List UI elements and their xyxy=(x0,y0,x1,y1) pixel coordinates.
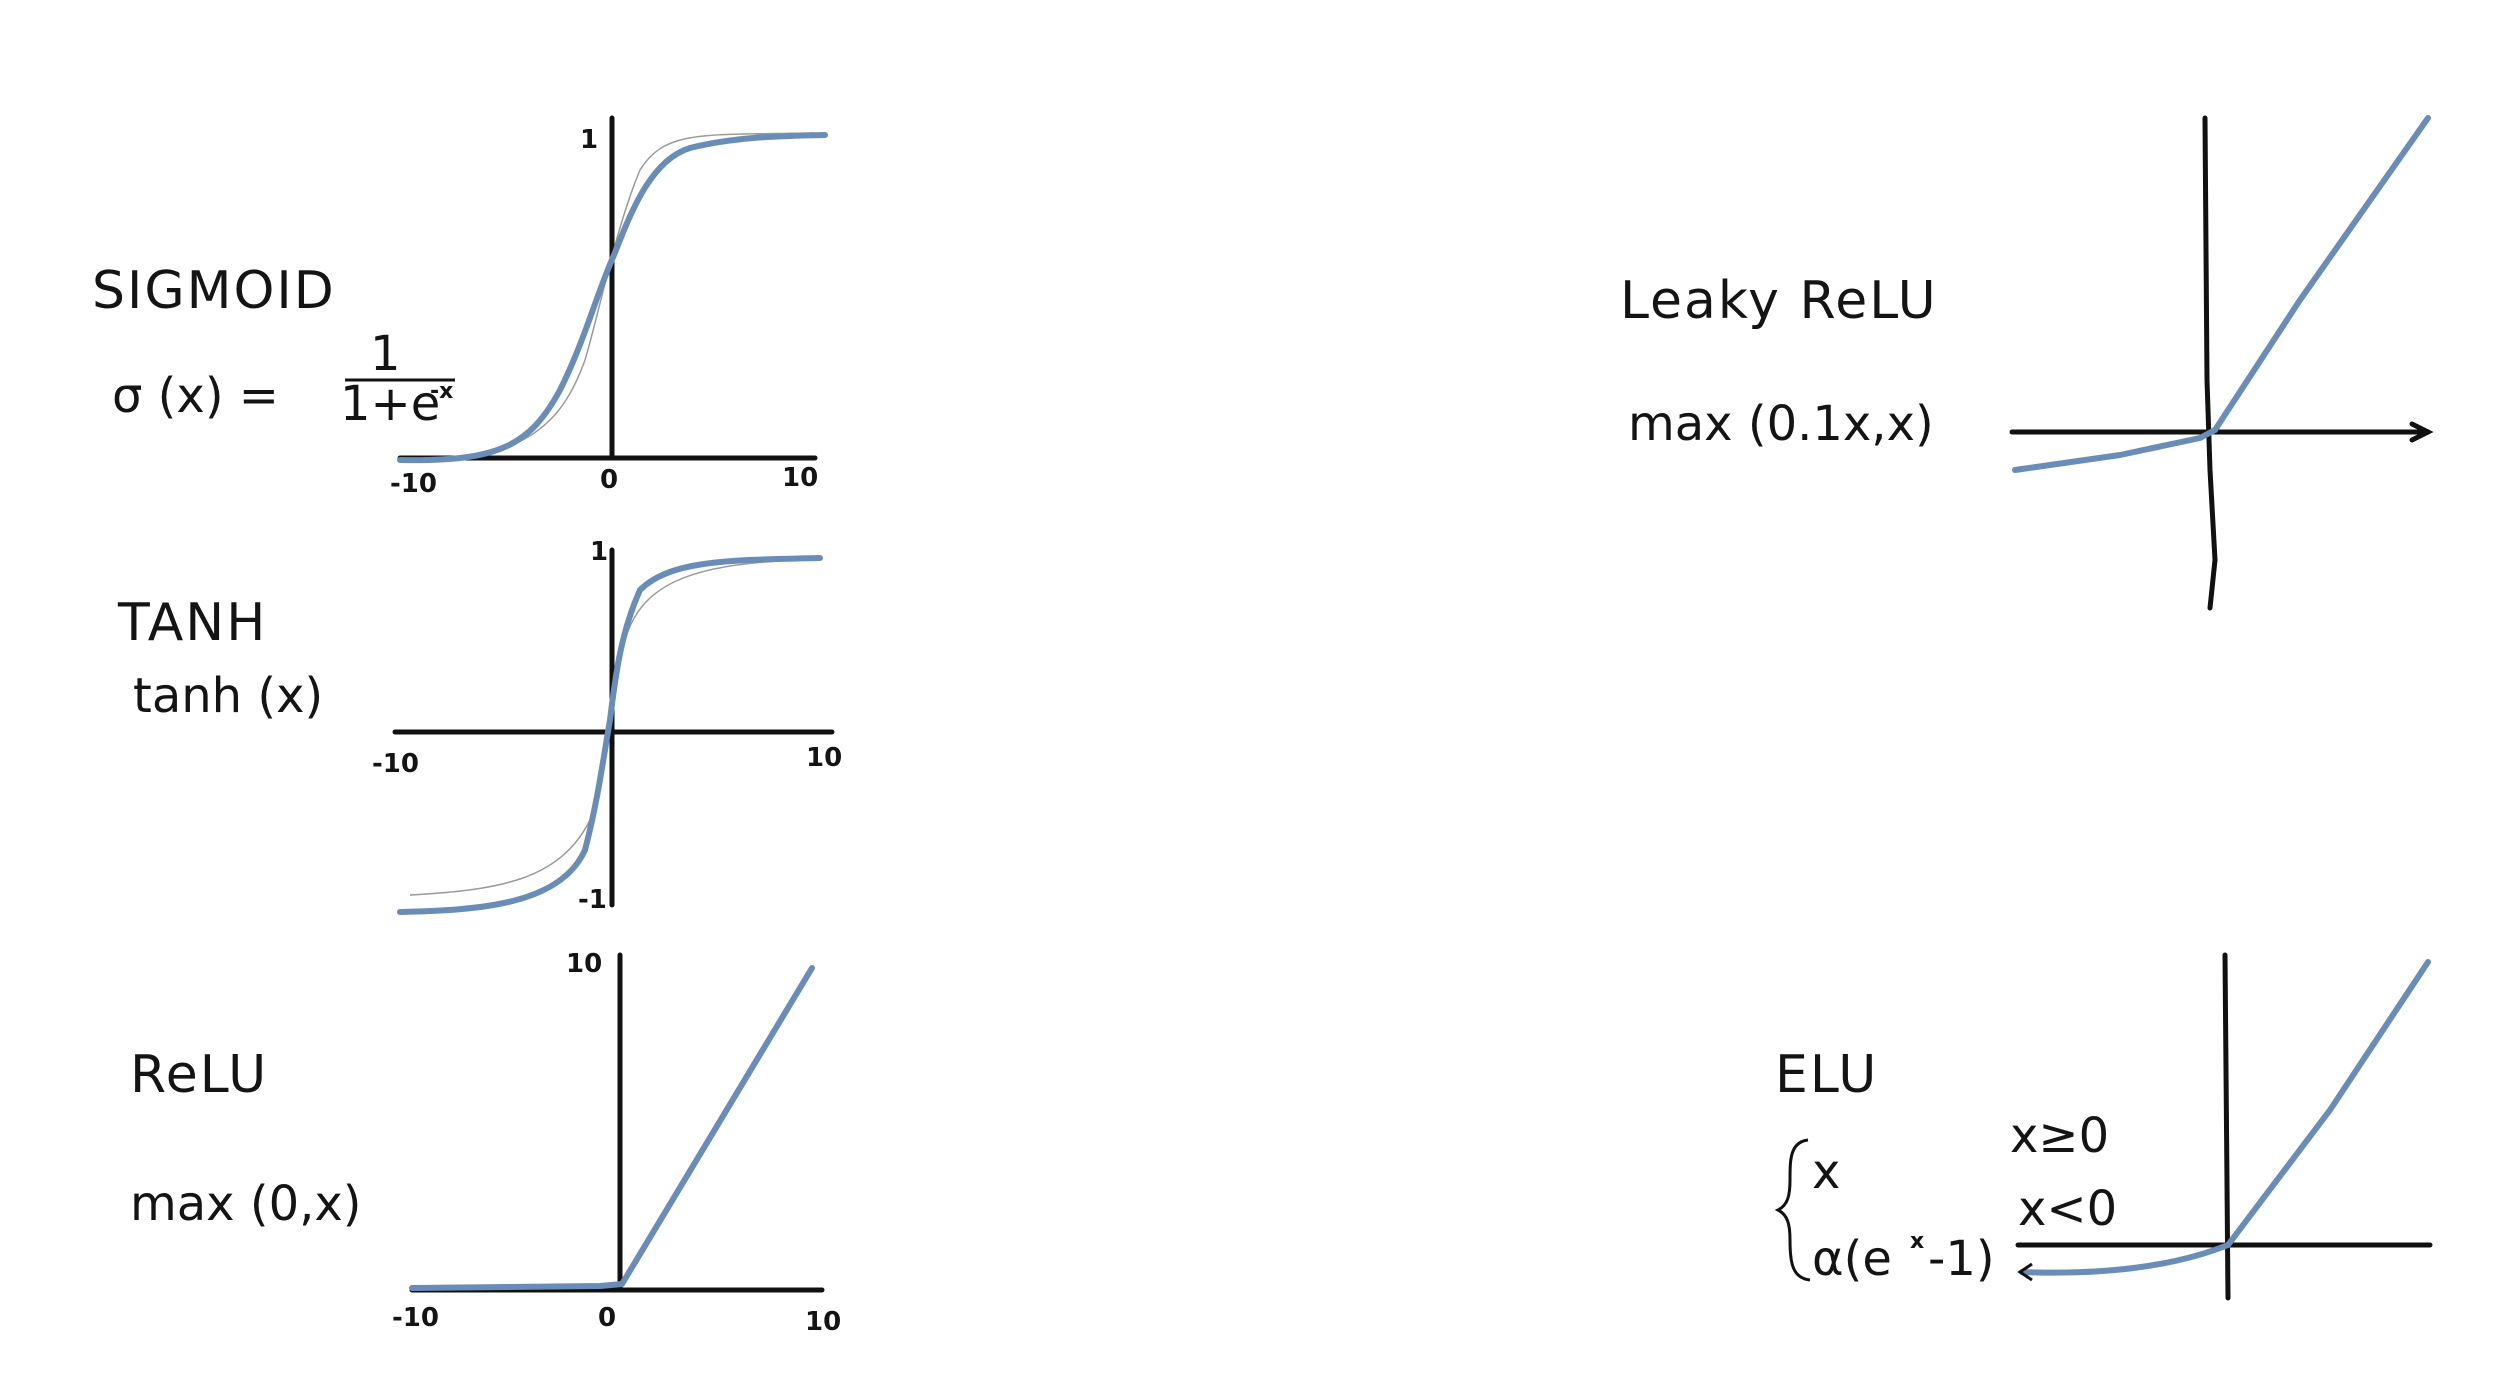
sigmoid-fraction-numerator: 1 xyxy=(370,326,401,382)
elu-panel: ELU x x≥0 α(e x -1) x<0 xyxy=(1774,952,2433,1301)
leaky-relu-formula: max (0.1x,x) xyxy=(1628,396,1934,452)
relu-x-tick-max: 10 xyxy=(805,1307,841,1337)
elu-negative-arrow xyxy=(2017,1262,2033,1282)
relu-x-tick-min: -10 xyxy=(392,1303,439,1333)
tanh-pencil-guide xyxy=(409,559,821,896)
tanh-panel: TANH tanh (x) 1 -1 -10 10 xyxy=(117,537,842,915)
sigmoid-x-tick-min: -10 xyxy=(390,469,437,499)
sigmoid-fraction-denominator: 1+e xyxy=(340,376,440,432)
elu-positive-segment xyxy=(2225,959,2431,1248)
sigmoid-x-tick-zero: 0 xyxy=(600,465,618,495)
elu-case2-expression: α(e xyxy=(1812,1231,1892,1287)
sigmoid-x-tick-max: 10 xyxy=(782,463,818,493)
leaky-relu-y-axis xyxy=(2202,115,2218,611)
leaky-relu-panel: Leaky ReLU max (0.1x,x) xyxy=(1620,115,2434,611)
tanh-title: TANH xyxy=(117,593,267,653)
leaky-relu-x-axis-arrow xyxy=(2409,421,2434,443)
leaky-relu-negative-segment xyxy=(2012,427,2218,473)
tanh-x-tick-min: -10 xyxy=(372,749,419,779)
sigmoid-panel: SIGMOID σ (x) = 1 1+e -x 1 -10 0 10 xyxy=(92,115,828,499)
sigmoid-title: SIGMOID xyxy=(92,261,336,321)
elu-negative-segment xyxy=(2019,1242,2231,1276)
tanh-curve xyxy=(397,555,823,915)
relu-positive-segment xyxy=(619,965,815,1287)
elu-case2-tail: -1) xyxy=(1928,1231,1995,1287)
relu-y-tick-10: 10 xyxy=(566,949,602,979)
elu-case1-condition: x≥0 xyxy=(2010,1108,2109,1164)
elu-case2-exponent: x xyxy=(1910,1229,1924,1254)
tanh-y-tick-bottom: -1 xyxy=(578,885,607,915)
tanh-x-tick-max: 10 xyxy=(806,743,842,773)
tanh-y-tick-top: 1 xyxy=(590,537,608,567)
relu-formula: max (0,x) xyxy=(130,1176,362,1232)
elu-title: ELU xyxy=(1775,1045,1878,1105)
elu-case2-condition: x<0 xyxy=(2018,1181,2117,1237)
tanh-formula: tanh (x) xyxy=(133,668,323,724)
elu-case1-expression: x xyxy=(1812,1144,1840,1200)
relu-x-tick-zero: 0 xyxy=(598,1303,616,1333)
leaky-relu-positive-segment xyxy=(2212,115,2431,433)
sigmoid-formula-lhs: σ (x) = xyxy=(112,368,279,424)
leaky-relu-title: Leaky ReLU xyxy=(1620,271,1938,331)
relu-title: ReLU xyxy=(130,1045,268,1105)
sigmoid-fraction-exponent: -x xyxy=(430,379,453,404)
sigmoid-y-tick-1: 1 xyxy=(580,125,598,155)
relu-negative-segment xyxy=(409,1281,625,1291)
relu-panel: ReLU max (0,x) 10 -10 0 10 xyxy=(130,949,841,1337)
elu-cases-brace xyxy=(1774,1138,1811,1282)
sigmoid-curve xyxy=(397,132,828,464)
